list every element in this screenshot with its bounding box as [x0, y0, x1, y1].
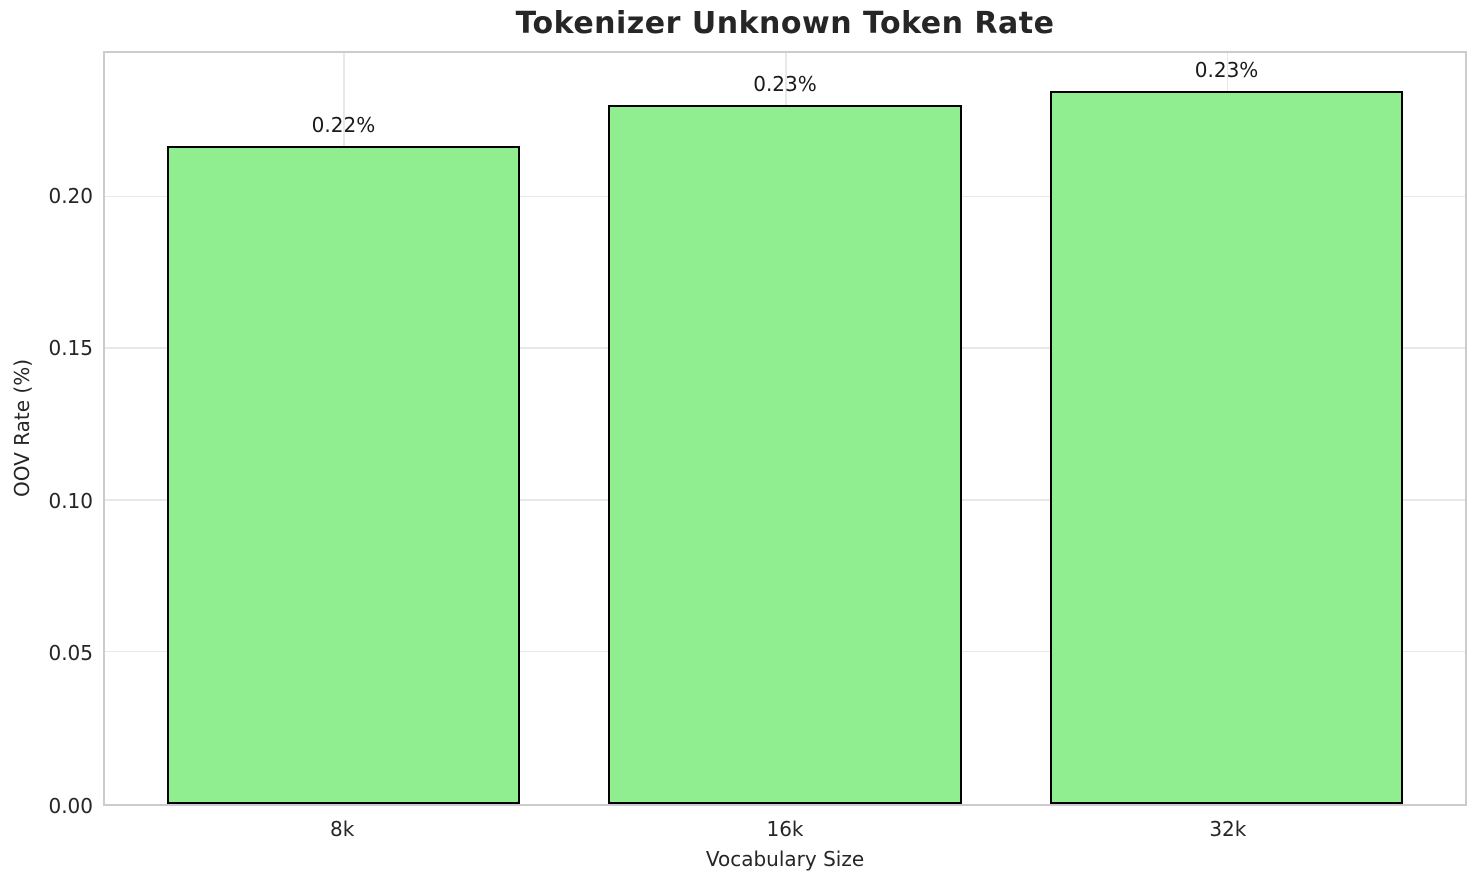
y-tick-label: 0.00: [48, 794, 93, 818]
chart-title: Tokenizer Unknown Token Rate: [515, 6, 1055, 41]
plot-area: 0.22% 0.23% 0.23%: [103, 51, 1467, 806]
x-axis-label: Vocabulary Size: [705, 847, 865, 871]
x-tick-label: 32k: [1209, 817, 1247, 841]
y-tick-label: 0.10: [48, 488, 93, 513]
y-tick-label: 0.05: [48, 641, 93, 666]
bar-value-label: 0.23%: [1194, 58, 1259, 83]
bars-layer: 0.22% 0.23% 0.23%: [105, 53, 1465, 804]
bar-value-label: 0.23%: [753, 71, 817, 96]
x-tick-label: 16k: [766, 817, 804, 841]
x-tick-label: 8k: [329, 817, 355, 841]
bar-value-label: 0.22%: [311, 113, 376, 138]
y-axis-label: OOV Rate (%): [10, 359, 34, 497]
y-tick-label: 0.15: [48, 336, 93, 361]
bar-16k: [608, 104, 962, 804]
bar-32k: [1049, 90, 1404, 804]
bar-8k: [166, 145, 521, 804]
y-tick-label: 0.20: [48, 183, 93, 208]
